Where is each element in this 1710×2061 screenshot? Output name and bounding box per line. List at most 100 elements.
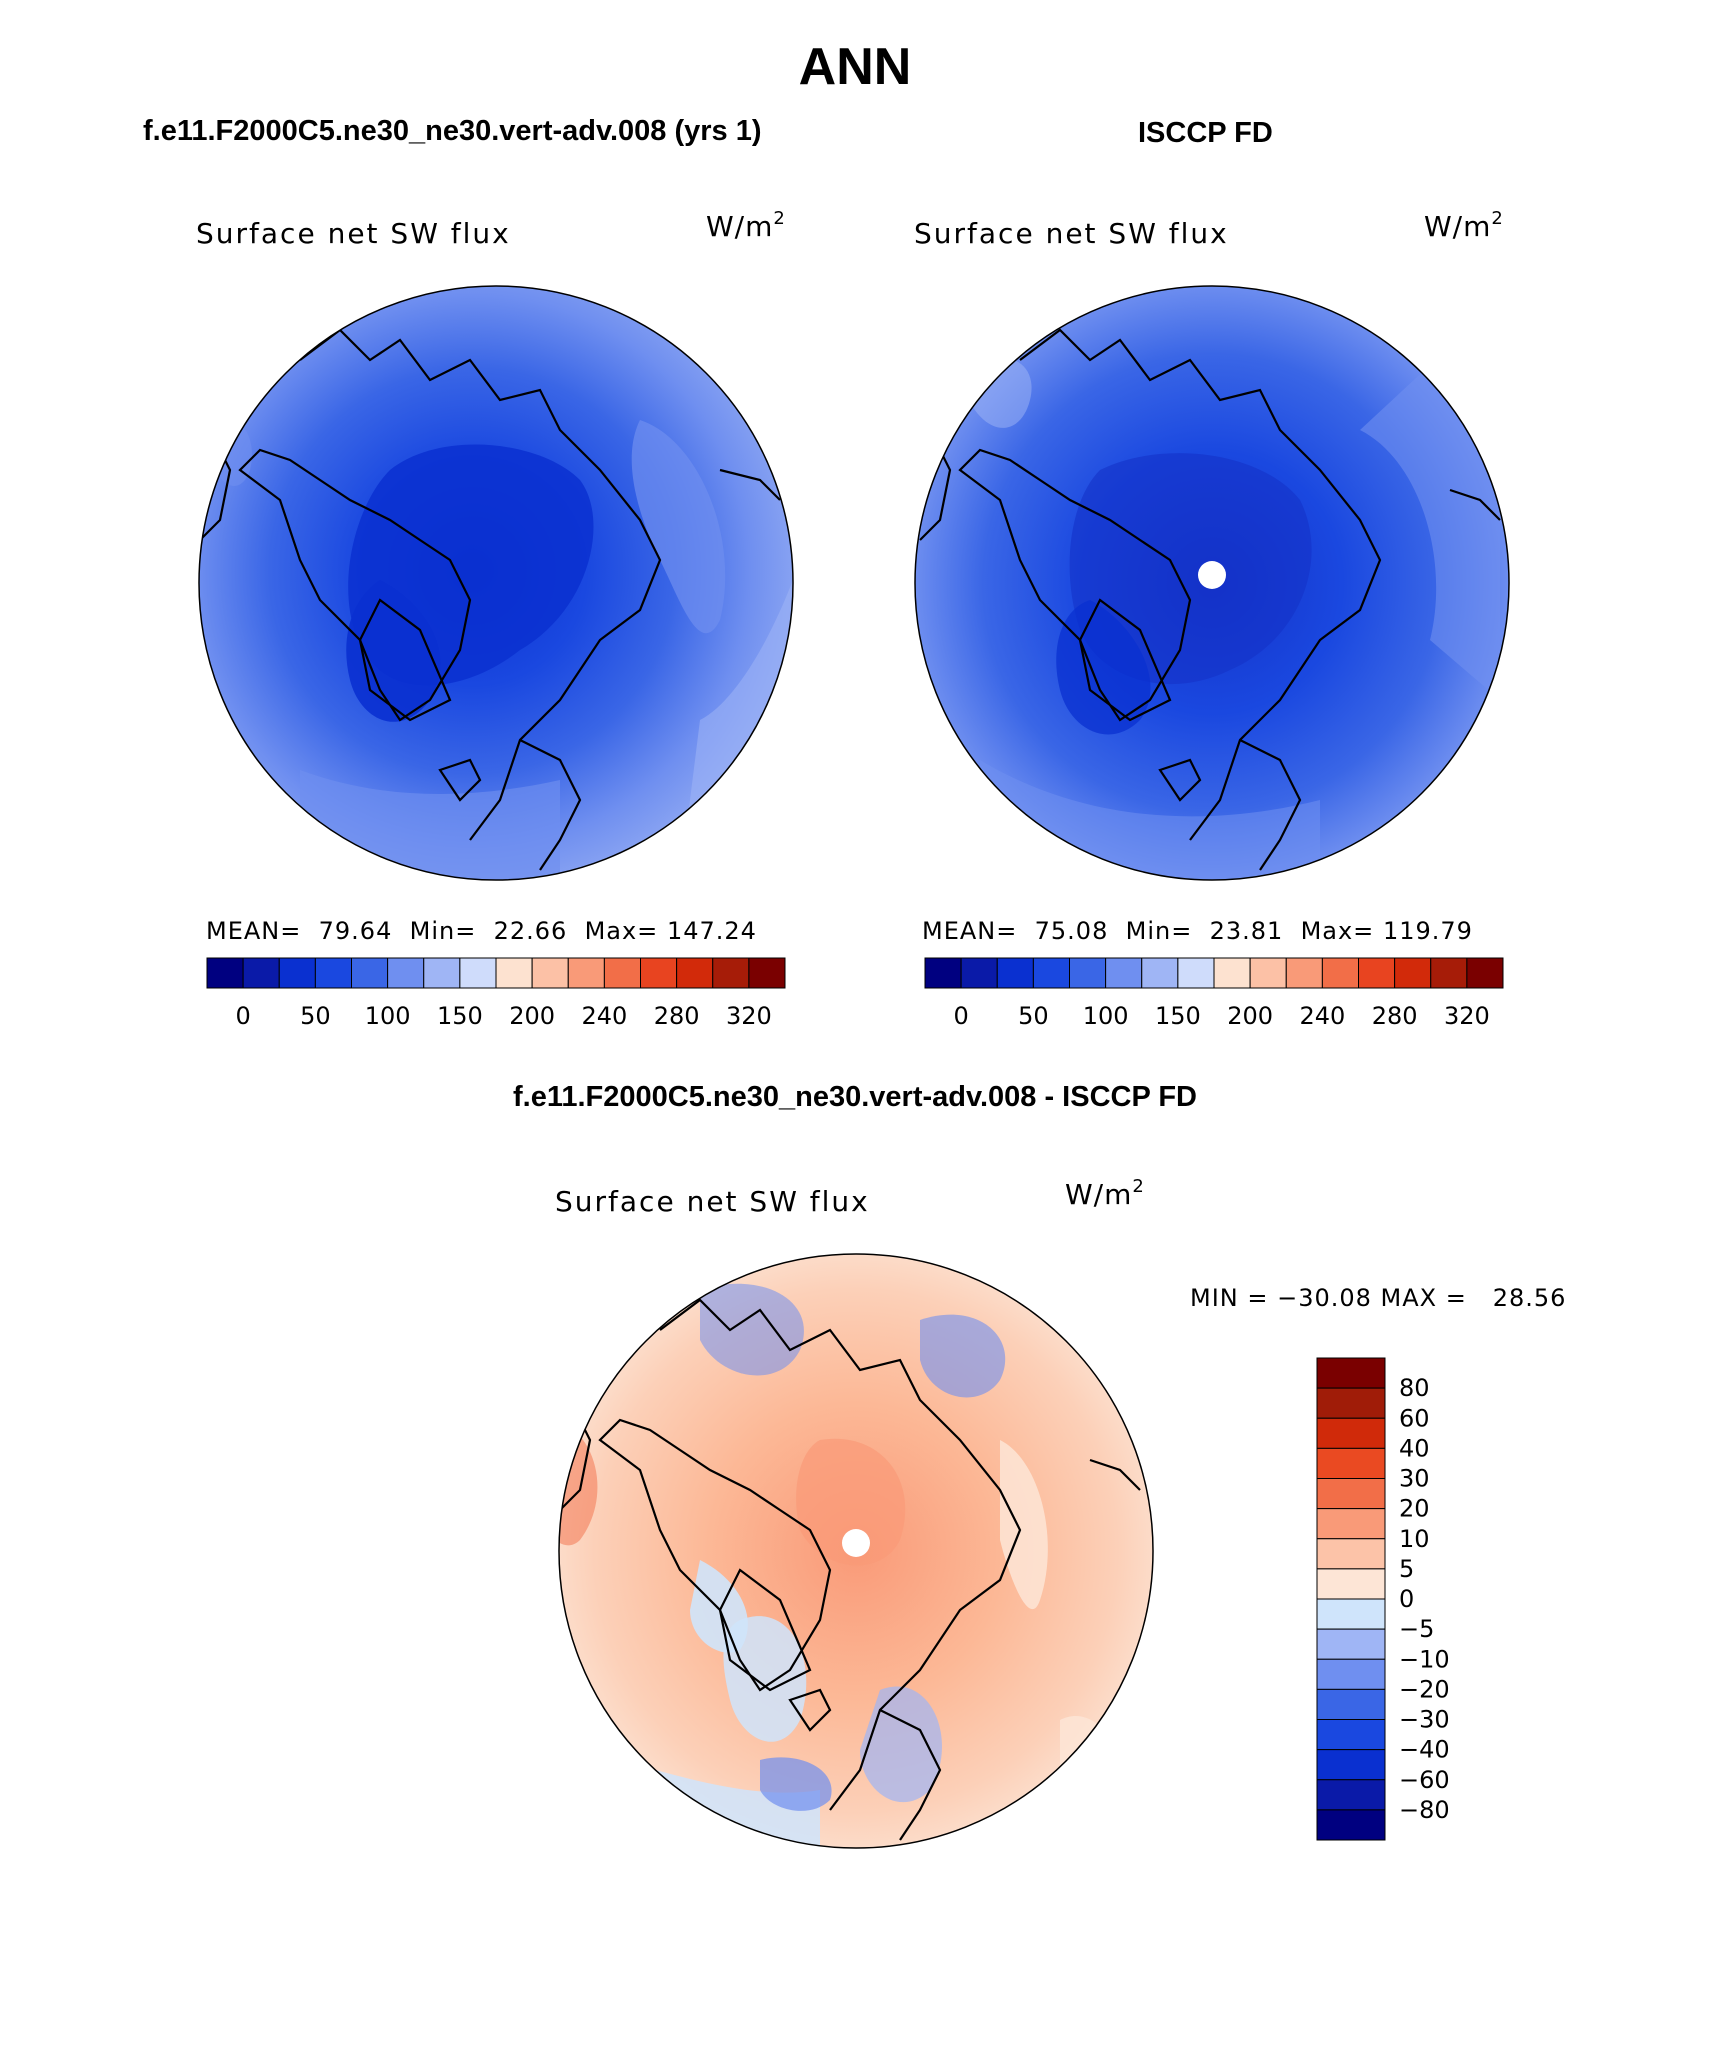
colorbar-swatch — [996, 957, 1034, 989]
colorbar-tick-label: 0 — [235, 1002, 250, 1030]
colorbar-swatch — [1430, 957, 1468, 989]
panel-diff: f.e11.F2000C5.ne30_ne30.vert-adv.008 - I… — [513, 1081, 1566, 1849]
panel-subtitle: Surface net SW flux — [555, 1185, 870, 1218]
colorbar-tick-label: 280 — [654, 1002, 700, 1030]
colorbar-swatch — [278, 957, 316, 989]
colorbar-swatch — [423, 957, 461, 989]
colorbar-swatch — [1316, 1779, 1386, 1811]
colorbar-tick-label: 240 — [581, 1002, 627, 1030]
stats-line: MEAN= 79.64 Min= 22.66 Max= 147.24 — [206, 917, 757, 945]
colorbar-tick-label: 10 — [1399, 1525, 1430, 1553]
panel-subtitle: Surface net SW flux — [196, 217, 511, 250]
colorbar-tick-label: 150 — [437, 1002, 483, 1030]
colorbar-swatch — [748, 957, 786, 989]
colorbar-swatch — [1177, 957, 1215, 989]
polar-map — [198, 285, 794, 881]
colorbar-tick-label: 100 — [365, 1002, 411, 1030]
colorbar-tick-label: −40 — [1399, 1736, 1450, 1764]
polar-data-gap — [842, 1529, 870, 1557]
colorbar-swatch — [1316, 1628, 1386, 1660]
colorbar: 0 50 100 150 200 240 280 320 — [924, 957, 1504, 1030]
colorbar-tick-label: 320 — [1444, 1002, 1490, 1030]
colorbar-swatch — [1321, 957, 1359, 989]
units-label: W/m2 — [1424, 208, 1504, 243]
colorbar-swatch — [387, 957, 425, 989]
colorbar-swatch — [1316, 1417, 1386, 1449]
page-title: ANN — [799, 38, 912, 96]
colorbar-swatch — [1213, 957, 1251, 989]
colorbar-swatch — [1032, 957, 1070, 989]
colorbar-tick-label: −60 — [1399, 1766, 1450, 1794]
colorbar-tick-label: 150 — [1155, 1002, 1201, 1030]
colorbar-swatch — [1394, 957, 1432, 989]
stats-line: MEAN= 75.08 Min= 23.81 Max= 119.79 — [922, 917, 1473, 945]
colorbar-swatch — [1316, 1387, 1386, 1419]
colorbar-swatch — [314, 957, 352, 989]
colorbar-swatch — [1316, 1688, 1386, 1720]
polar-data-gap — [1198, 561, 1226, 589]
colorbar-tick-label: 240 — [1299, 1002, 1345, 1030]
colorbar-swatch — [1249, 957, 1287, 989]
colorbar-swatch — [640, 957, 678, 989]
colorbar-swatch — [242, 957, 280, 989]
colorbar-tick-label: 20 — [1399, 1495, 1430, 1523]
colorbar-swatch — [1316, 1508, 1386, 1540]
panel-model: f.e11.F2000C5.ne30_ne30.vert-adv.008 (yr… — [143, 115, 794, 1030]
colorbar-swatch — [1466, 957, 1504, 989]
polar-map — [558, 1253, 1154, 1849]
colorbar-tick-label: −30 — [1399, 1706, 1450, 1734]
minmax-text: MIN = −30.08 MAX = 28.56 — [1190, 1284, 1566, 1312]
colorbar-swatch — [351, 957, 389, 989]
colorbar-swatch — [1316, 1598, 1386, 1630]
colorbar-tick-label: 200 — [509, 1002, 555, 1030]
colorbar-swatch — [1285, 957, 1323, 989]
colorbar-swatch — [206, 957, 244, 989]
colorbar-swatch — [1316, 1749, 1386, 1781]
polar-map — [914, 285, 1510, 881]
colorbar-swatch — [1105, 957, 1143, 989]
colorbar-swatch — [1316, 1478, 1386, 1510]
colorbar-swatch — [567, 957, 605, 989]
colorbar-swatch — [1316, 1658, 1386, 1690]
colorbar-swatch — [1316, 1447, 1386, 1479]
colorbar-tick-label: 100 — [1083, 1002, 1129, 1030]
panel-title: f.e11.F2000C5.ne30_ne30.vert-adv.008 (yr… — [143, 115, 762, 147]
colorbar-swatch — [924, 957, 962, 989]
colorbar-swatch — [1316, 1719, 1386, 1751]
units-label: W/m2 — [1065, 1176, 1145, 1211]
colorbar-swatch — [1316, 1357, 1386, 1389]
colorbar-swatch — [1316, 1568, 1386, 1600]
colorbar: 0 50 100 150 200 240 280 320 — [206, 957, 786, 1030]
colorbar-tick-label: 0 — [953, 1002, 968, 1030]
colorbar-tick-label: 280 — [1372, 1002, 1418, 1030]
colorbar-tick-label: −5 — [1399, 1615, 1434, 1643]
colorbar-tick-label: 0 — [1399, 1585, 1414, 1613]
colorbar-swatch — [1316, 1538, 1386, 1570]
colorbar-swatch — [495, 957, 533, 989]
colorbar-tick-label: −20 — [1399, 1675, 1450, 1703]
colorbar-tick-label: 30 — [1399, 1465, 1430, 1493]
colorbar-tick-label: 50 — [1018, 1002, 1049, 1030]
colorbar-swatch — [1316, 1809, 1386, 1841]
colorbar-tick-label: −10 — [1399, 1645, 1450, 1673]
colorbar-tick-label: 200 — [1227, 1002, 1273, 1030]
colorbar-swatch — [1141, 957, 1179, 989]
colorbar-swatch — [1358, 957, 1396, 989]
colorbar-tick-label: 5 — [1399, 1555, 1414, 1583]
panel-title: ISCCP FD — [1138, 117, 1273, 149]
colorbar-swatch — [712, 957, 750, 989]
colorbar-swatch — [960, 957, 998, 989]
colorbar-tick-label: 40 — [1399, 1434, 1430, 1462]
colorbar-tick-label: 60 — [1399, 1404, 1430, 1432]
colorbar-tick-label: −80 — [1399, 1796, 1450, 1824]
colorbar-swatch — [531, 957, 569, 989]
colorbar-swatch — [1069, 957, 1107, 989]
colorbar-tick-label: 50 — [300, 1002, 331, 1030]
panel-subtitle: Surface net SW flux — [914, 217, 1229, 250]
units-label: W/m2 — [706, 208, 786, 243]
panel-obs: ISCCP FD Surface net SW flux W/m2 — [914, 117, 1510, 1030]
colorbar-tick-label: 80 — [1399, 1374, 1430, 1402]
colorbar-tick-label: 320 — [726, 1002, 772, 1030]
